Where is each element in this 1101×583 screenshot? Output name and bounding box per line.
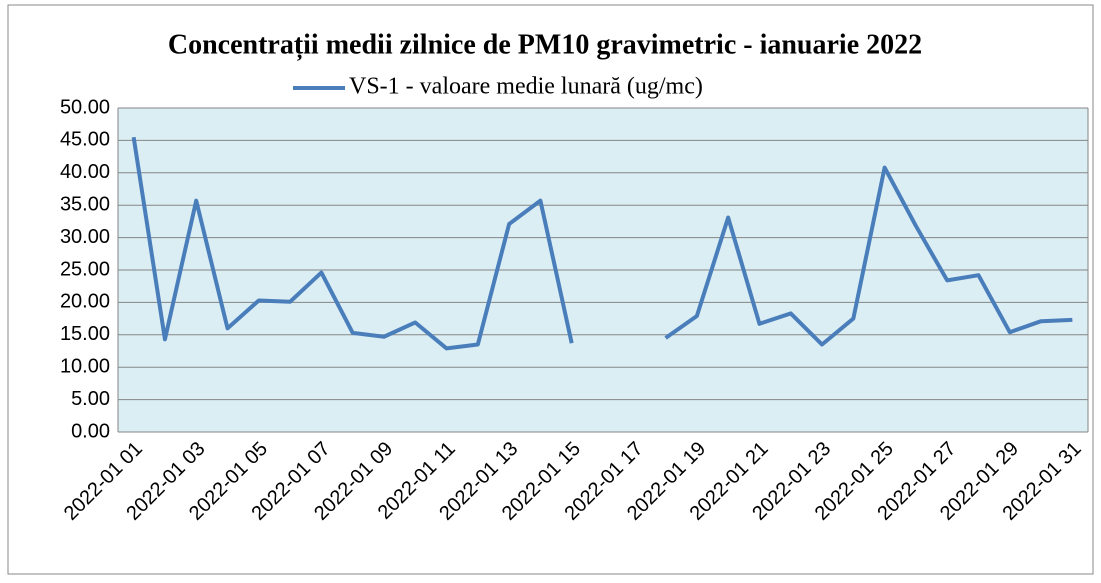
chart-title: Concentrații medii zilnice de PM10 gravi… [168,29,922,60]
y-tick-label: 30.00 [60,226,110,248]
y-tick-label: 20.00 [60,291,110,313]
y-tick-label: 45.00 [60,129,110,151]
y-tick-label: 10.00 [60,355,110,377]
y-tick-label: 35.00 [60,193,110,215]
y-tick-label: 50.00 [60,96,110,118]
data-line [131,136,1073,351]
y-tick-label: 40.00 [60,161,110,183]
y-tick-label: 5.00 [71,388,110,410]
y-tick-label: 25.00 [60,258,110,280]
y-tick-label: 0.00 [71,420,110,442]
legend-label: VS-1 - valoare medie lunară (ug/mc) [349,74,703,100]
y-tick-label: 15.00 [60,323,110,345]
